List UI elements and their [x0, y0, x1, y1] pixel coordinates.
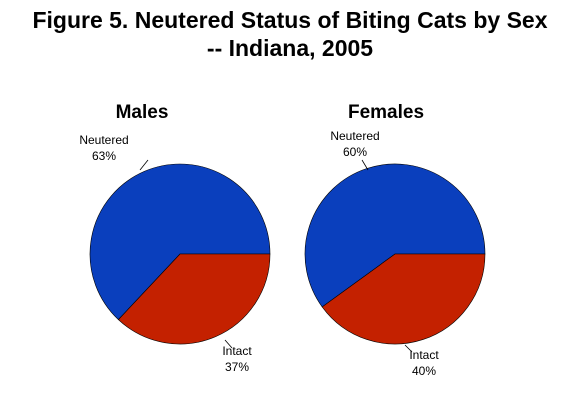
- slice-males-intact: [117, 253, 271, 345]
- leader-females-neutered: [361, 159, 369, 171]
- label-males-neutered: Neutered: [79, 133, 128, 147]
- pie-chart-males: Males Neutered 63% Intact 37%: [79, 102, 271, 374]
- value-males-neutered: 63%: [92, 149, 116, 163]
- figure-title-line1: Figure 5. Neutered Status of Biting Cats…: [32, 7, 548, 33]
- pie-title-females: Females: [348, 102, 424, 123]
- leader-females-intact: [404, 344, 413, 353]
- figure-title-line2: -- Indiana, 2005: [206, 35, 374, 61]
- slice-males-neutered: [89, 163, 271, 321]
- leader-males-neutered: [139, 159, 149, 171]
- label-females-intact: Intact: [409, 348, 439, 362]
- label-males-intact: Intact: [222, 344, 252, 358]
- pie-title-males: Males: [116, 102, 169, 123]
- leader-males-intact: [224, 339, 233, 349]
- slice-females-intact: [321, 253, 486, 345]
- value-males-intact: 37%: [225, 360, 249, 374]
- figure-title: Figure 5. Neutered Status of Biting Cats…: [0, 6, 580, 62]
- value-females-neutered: 60%: [343, 145, 367, 159]
- label-females-neutered: Neutered: [330, 129, 379, 143]
- pie-chart-females: Females Neutered 60% Intact 40%: [304, 102, 486, 378]
- value-females-intact: 40%: [412, 364, 436, 378]
